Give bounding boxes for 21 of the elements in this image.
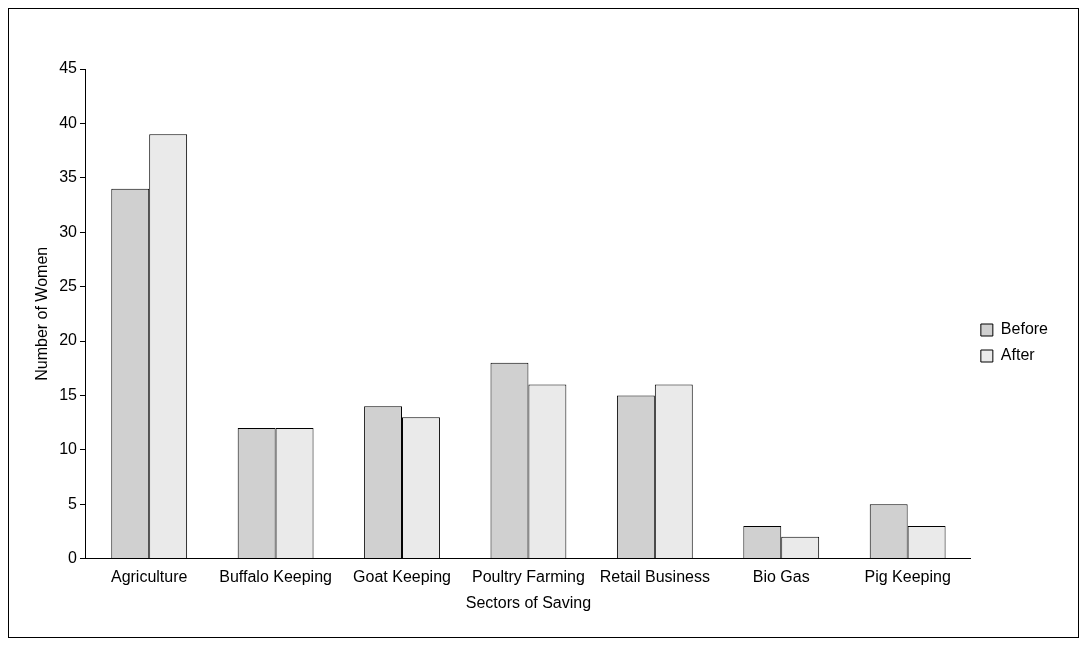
y-tick-label: 45 (59, 59, 78, 77)
y-tick-label: 15 (59, 385, 78, 403)
x-tick-label: Bio Gas (752, 567, 810, 585)
x-tick-label: Goat Keeping (353, 567, 451, 585)
x-tick-label: Pig Keeping (864, 567, 951, 585)
y-tick-label: 25 (59, 277, 78, 295)
y-tick-label: 0 (68, 549, 78, 567)
x-axis-title: Sectors of Saving (465, 593, 592, 611)
y-tick-label: 20 (59, 331, 78, 349)
x-tick-label: Retail Business (599, 567, 710, 585)
x-tick-label: Agriculture (110, 567, 188, 585)
y-tick-label: 30 (59, 222, 78, 240)
x-tick-label: Buffalo Keeping (219, 567, 332, 585)
y-tick-label: 35 (59, 168, 78, 186)
legend-label: Before (1000, 320, 1049, 338)
y-axis-title: Number of Women (33, 246, 51, 381)
x-tick-label: Poultry Farming (471, 567, 585, 585)
y-tick-label: 40 (59, 113, 78, 131)
legend-label: After (1000, 346, 1036, 364)
y-tick-label: 5 (68, 494, 78, 512)
y-tick-label: 10 (59, 440, 78, 458)
